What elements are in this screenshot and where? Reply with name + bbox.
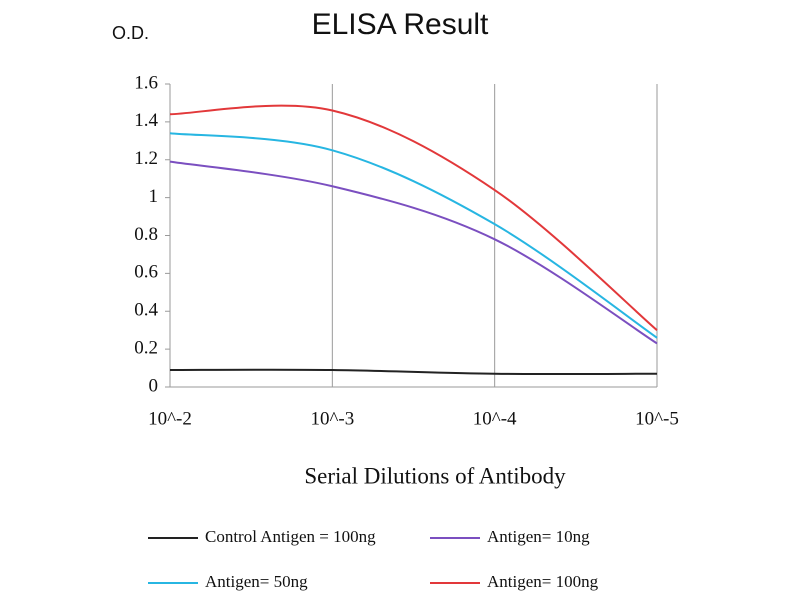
- y-axis-label: O.D.: [112, 23, 149, 43]
- y-tick-label: 0: [149, 375, 159, 396]
- series-line: [169, 160, 658, 345]
- y-tick-label: 1.2: [134, 148, 158, 169]
- y-tick-label: 0.6: [134, 262, 158, 283]
- x-tick-label: 10^-4: [473, 408, 517, 429]
- series-line: [169, 368, 658, 376]
- y-tick-label: 0.4: [134, 300, 158, 321]
- y-tick-label: 1.6: [134, 72, 158, 93]
- x-tick-label: 10^-3: [310, 408, 354, 429]
- x-axis-label: Serial Dilutions of Antibody: [304, 463, 566, 488]
- legend-label: Antigen= 10ng: [487, 527, 590, 546]
- y-tick-label: 1.4: [134, 110, 158, 131]
- chart-title: ELISA Result: [312, 8, 489, 41]
- legend-label: Control Antigen = 100ng: [205, 527, 376, 546]
- x-tick-label: 10^-5: [635, 408, 679, 429]
- x-tick-label: 10^-2: [148, 408, 192, 429]
- series-line: [169, 104, 658, 331]
- y-tick-label: 1: [149, 186, 159, 207]
- y-tick-label: 0.8: [134, 224, 158, 245]
- y-tick-label: 0.2: [134, 337, 158, 358]
- legend-label: Antigen= 100ng: [487, 572, 599, 591]
- series-line: [169, 132, 658, 339]
- legend-label: Antigen= 50ng: [205, 572, 308, 591]
